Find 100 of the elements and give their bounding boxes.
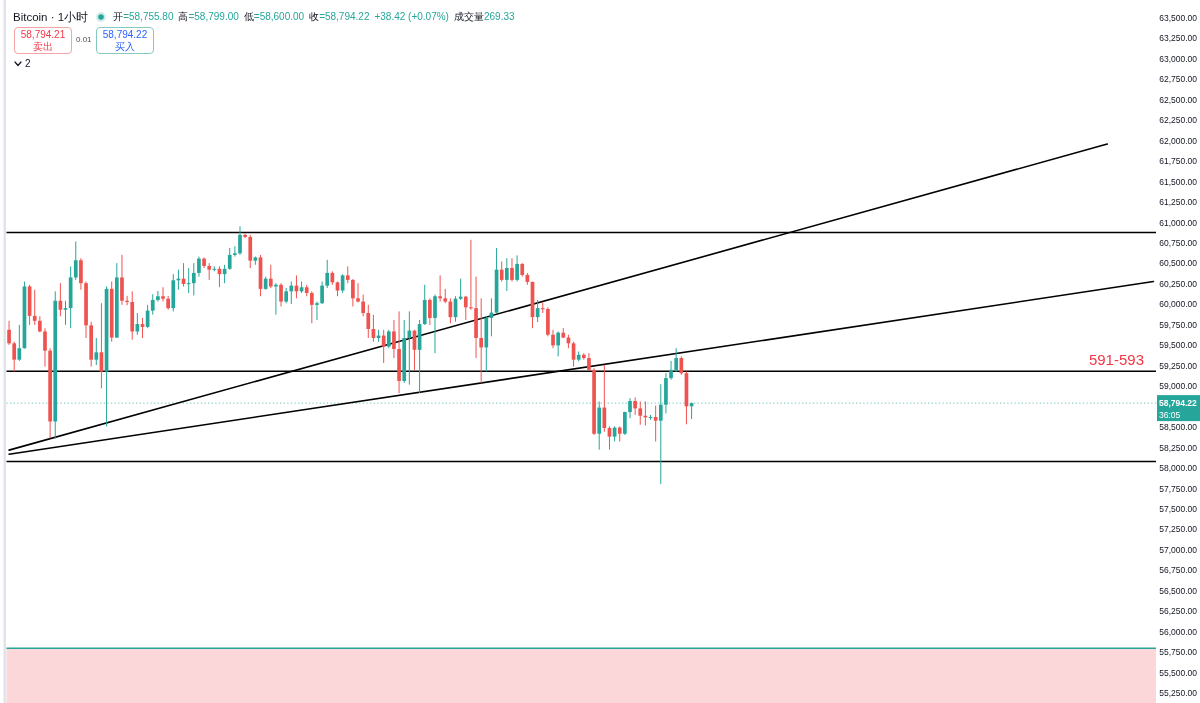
- candlestick: [463, 295, 468, 321]
- y-tick-label: 61,750.00: [1159, 156, 1198, 167]
- y-tick-label: 60,500.00: [1159, 258, 1198, 269]
- y-tick-label: 60,000.00: [1159, 299, 1198, 310]
- y-tick-label: 61,250.00: [1159, 197, 1198, 208]
- y-tick-label: 59,250.00: [1159, 360, 1198, 371]
- y-tick-label: 56,500.00: [1159, 585, 1198, 596]
- candlestick: [73, 240, 78, 281]
- annotation: 成交量269.33: [453, 11, 515, 22]
- y-tick-label: 61,000.00: [1159, 217, 1198, 228]
- candlestick: [458, 278, 463, 301]
- y-tick-label: 63,250.00: [1159, 33, 1198, 44]
- candlestick: [63, 300, 68, 326]
- candlestick: [94, 337, 99, 366]
- candlestick: [309, 290, 314, 324]
- y-tick-label: 62,000.00: [1159, 135, 1198, 146]
- y-tick-label: 62,250.00: [1159, 115, 1198, 126]
- candlestick: [479, 297, 484, 384]
- y-tick-label: 63,500.00: [1159, 12, 1198, 23]
- candlestick: [268, 264, 273, 289]
- y-tick-label: 60,250.00: [1159, 278, 1198, 289]
- y-tick-label: 59,750.00: [1159, 319, 1198, 330]
- candlestick: [43, 327, 47, 368]
- annotation: 开=58,755.80: [113, 11, 174, 22]
- candlestick: [12, 341, 17, 373]
- candlestick: [279, 282, 283, 307]
- annotation: 2: [25, 58, 31, 69]
- candlestick: [156, 290, 160, 303]
- y-tick-label: 56,750.00: [1159, 565, 1198, 576]
- candlestick: [515, 254, 519, 283]
- candlestick: [315, 301, 319, 321]
- annotation: 卖出: [33, 41, 53, 52]
- candlestick: [325, 259, 330, 289]
- candlestick: [469, 239, 473, 311]
- y-tick-label: 58,250.00: [1159, 442, 1198, 453]
- ref-line-label: 58,794.22: [1159, 398, 1198, 409]
- candlestick: [433, 294, 437, 354]
- y-tick-label: 61,500.00: [1159, 176, 1198, 187]
- candlestick: [289, 281, 294, 305]
- buy-button: 58,794.22 买入: [96, 27, 154, 54]
- candlestick: [638, 400, 643, 426]
- y-tick-label: 55,500.00: [1159, 667, 1198, 678]
- y-tick-label: 58,500.00: [1159, 422, 1198, 433]
- candlestick: [381, 329, 386, 364]
- candlestick: [186, 267, 191, 294]
- candlestick: [120, 254, 124, 306]
- annotation: 高=58,799.00: [178, 11, 239, 22]
- candlestick: [669, 360, 673, 381]
- candlestick: [551, 329, 555, 349]
- annotation: 买入: [115, 41, 135, 52]
- annotation: 58,794.21: [20, 29, 66, 40]
- y-tick-label: 63,000.00: [1159, 53, 1198, 64]
- y-tick-label: 62,750.00: [1159, 74, 1198, 85]
- y-tick-label: 56,250.00: [1159, 606, 1198, 617]
- y-tick-label: 62,500.00: [1159, 94, 1198, 105]
- annotation: 收=58,794.22: [309, 11, 370, 22]
- y-tick-label: 57,500.00: [1159, 504, 1198, 515]
- y-tick-label: 57,750.00: [1159, 483, 1198, 494]
- y-tick-label: 57,000.00: [1159, 544, 1198, 555]
- candlestick: [540, 301, 545, 314]
- y-tick-label: 55,250.00: [1159, 688, 1198, 699]
- text: 36:05: [1159, 409, 1181, 420]
- candlestick: [556, 330, 560, 357]
- candlestick: [227, 247, 232, 271]
- candlestick: [504, 257, 509, 292]
- candlestick: [438, 274, 442, 303]
- candlestick: [674, 347, 679, 373]
- candlestick: [191, 262, 196, 296]
- y-tick-label: 55,750.00: [1159, 647, 1198, 658]
- candlestick: [392, 319, 396, 359]
- candlestick: [428, 297, 432, 326]
- candlestick: [653, 405, 658, 443]
- candlestick: [407, 310, 412, 386]
- candlestick: [17, 324, 22, 362]
- candlestick: [679, 355, 684, 376]
- candlestick: [633, 396, 637, 416]
- annotation: 0.01: [76, 35, 92, 44]
- candlestick: [602, 364, 607, 433]
- candlestick: [499, 260, 504, 283]
- y-tick-label: 60,750.00: [1159, 238, 1198, 249]
- candlestick: [510, 257, 514, 283]
- candlestick: [361, 294, 365, 317]
- annotation: 58,794.22: [102, 29, 148, 40]
- y-tick-label: 56,000.00: [1159, 626, 1198, 637]
- candlestick: [248, 234, 253, 269]
- candlestick: [386, 329, 391, 349]
- candlestick: [233, 245, 237, 258]
- candlestick: [197, 256, 201, 278]
- annotation: 591-593: [1088, 351, 1144, 369]
- text: Bitcoin · 1小时: [13, 10, 89, 24]
- candlestick: [366, 304, 371, 339]
- candlestick: [79, 257, 83, 291]
- candlestick: [238, 225, 242, 256]
- annotation: +38.42 (+0.07%): [374, 11, 449, 22]
- y-tick-label: 59,500.00: [1159, 340, 1198, 351]
- annotation: 低=58,600.00: [243, 11, 305, 22]
- y-tick-label: 59,000.00: [1159, 381, 1198, 392]
- y-tick-label: 57,250.00: [1159, 524, 1198, 535]
- y-tick-label: 58,000.00: [1159, 463, 1198, 474]
- sell-button: 58,794.21 卖出: [14, 27, 72, 54]
